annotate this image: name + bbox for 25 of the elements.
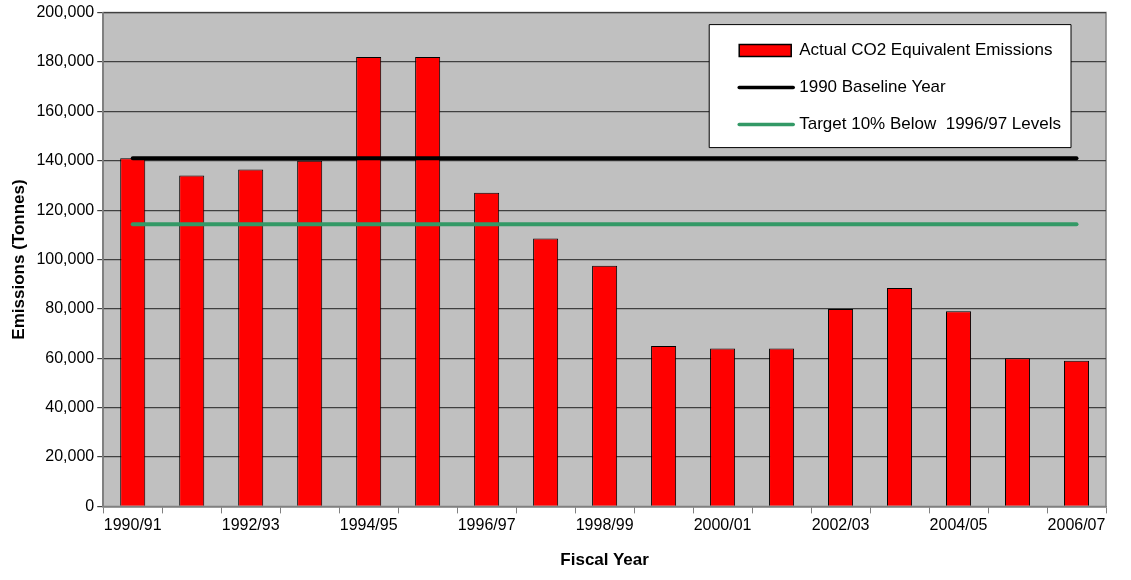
y-tick-label: 40,000 [45, 398, 95, 416]
y-axis-title: Emissions (Tonnes) [8, 179, 28, 340]
y-tick-label: 140,000 [36, 151, 95, 169]
legend-label: 1990 Baseline Year [799, 77, 947, 97]
y-tick-label: 0 [85, 496, 95, 514]
x-tick-label: 1996/97 [457, 516, 516, 534]
x-tick-label: 1998/99 [575, 516, 634, 534]
x-tick-label: 2000/01 [693, 516, 752, 534]
y-tick-label: 20,000 [45, 447, 95, 465]
y-tick-label: 180,000 [36, 52, 95, 70]
x-tick-label: 2004/05 [929, 516, 988, 534]
y-tick-label: 160,000 [36, 101, 95, 119]
x-tick-label: 1992/93 [221, 516, 280, 534]
legend-label: Actual CO2 Equivalent Emissions [799, 40, 1053, 60]
x-tick-label: 2006/07 [1047, 516, 1106, 534]
x-tick-label: 2002/03 [811, 516, 870, 534]
x-tick-label: 1994/95 [339, 516, 398, 534]
y-tick-label: 120,000 [36, 200, 95, 218]
y-tick-label: 200,000 [36, 3, 95, 21]
legend-label: Target 10% Below 1996/97 Levels [799, 114, 1062, 134]
y-tick-label: 60,000 [45, 348, 95, 366]
y-tick-label: 100,000 [36, 249, 95, 267]
y-tick-label: 80,000 [45, 299, 95, 317]
x-axis-title: Fiscal Year [560, 550, 650, 570]
x-tick-label: 1990/91 [103, 516, 162, 534]
